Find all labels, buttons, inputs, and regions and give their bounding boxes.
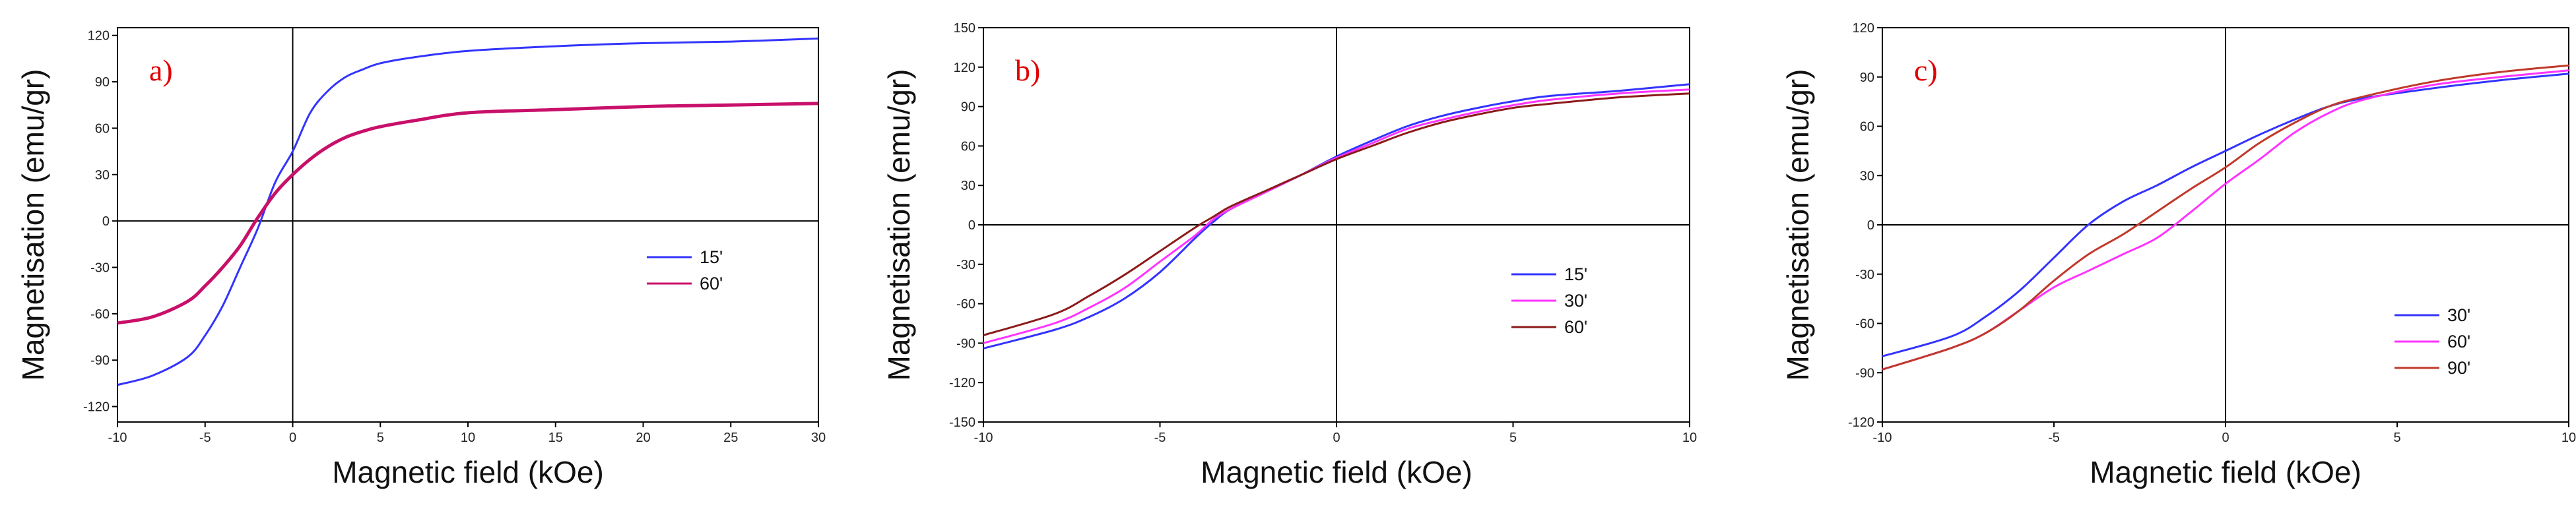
x-tick-label: -5: [2048, 431, 2060, 445]
panel-label: c): [1914, 53, 1938, 87]
legend-label: 90': [2447, 358, 2470, 378]
y-tick-label: 120: [954, 61, 975, 75]
legend-label: 60': [700, 274, 723, 293]
y-tick-label: -30: [90, 260, 110, 275]
y-tick-label: 150: [954, 21, 975, 36]
x-tick-label: 5: [1509, 431, 1517, 445]
chart-panel-a: -10 -5 0 5 10 15 20 25 30 -120 -90 -60 -30 0 30 60 90 120…: [16, 27, 826, 489]
x-tick-label: 30: [811, 431, 826, 445]
y-axis-title: Magnetisation (emu/gr): [16, 69, 50, 381]
x-axis-title: Magnetic field (kOe): [2090, 455, 2361, 489]
y-tick-label: 120: [88, 29, 110, 44]
chart-panel-c: -10 -5 0 5 10 -120 -90 -60 -30 0 30 60 90 120 Magnetic…: [1781, 21, 2576, 489]
legend-label: 15': [1564, 264, 1587, 284]
x-tick-label: 0: [289, 431, 296, 445]
series-line: [1882, 64, 2569, 371]
legend-label: 60': [2447, 332, 2470, 351]
y-tick-label: 90: [961, 100, 975, 115]
x-tick-label: 20: [636, 431, 650, 445]
x-tick-label: 5: [377, 431, 384, 445]
y-tick-label: 90: [95, 75, 110, 90]
y-tick-label: 0: [968, 218, 975, 233]
y-tick-label: 30: [95, 168, 110, 183]
y-tick-label: -90: [1855, 366, 1874, 380]
plot-frame: [117, 27, 819, 423]
y-tick-label: 30: [961, 179, 975, 193]
y-tick-label: 90: [1860, 71, 1874, 85]
y-axis-title: Magnetisation (emu/gr): [882, 69, 916, 381]
chart-panel-b: -10 -5 0 5 10 -150 -120 -90 -60 -30 0 30 60 90 120 150 M…: [882, 21, 1697, 489]
y-tick-label: -60: [956, 297, 975, 312]
x-tick-label: -5: [199, 431, 211, 445]
panel-label: a): [149, 53, 173, 87]
x-tick-label: -5: [1154, 431, 1166, 445]
y-tick-label: 0: [1867, 218, 1874, 233]
x-tick-label: 0: [2222, 431, 2229, 445]
y-tick-label: -60: [1855, 317, 1874, 332]
series-line: [117, 37, 819, 386]
x-tick-label: 10: [461, 431, 475, 445]
x-tick-label: 5: [2393, 431, 2400, 445]
x-tick-label: -10: [974, 431, 993, 445]
x-tick-label: 10: [2561, 431, 2576, 445]
y-tick-label: -30: [1855, 268, 1874, 282]
series-line: [983, 92, 1690, 336]
y-tick-label: -120: [83, 400, 110, 415]
y-axis-title: Magnetisation (emu/gr): [1781, 69, 1815, 381]
y-tick-label: -150: [949, 415, 975, 430]
series-line: [1882, 73, 2569, 357]
y-tick-label: -120: [1848, 415, 1874, 430]
x-tick-label: -10: [1873, 431, 1892, 445]
x-tick-label: 10: [1682, 431, 1697, 445]
y-tick-label: 60: [961, 139, 975, 154]
y-tick-label: 120: [1853, 21, 1874, 36]
x-tick-label: -10: [108, 431, 127, 445]
y-tick-label: -90: [90, 353, 110, 368]
x-axis-title: Magnetic field (kOe): [332, 455, 604, 489]
x-axis-title: Magnetic field (kOe): [1201, 455, 1472, 489]
y-tick-label: -30: [956, 258, 975, 272]
series-line: [117, 102, 819, 325]
x-tick-label: 15: [548, 431, 563, 445]
legend-label: 15': [700, 247, 723, 267]
y-tick-label: 60: [1860, 120, 1874, 135]
legend-label: 60': [1564, 317, 1587, 337]
x-tick-label: 25: [723, 431, 738, 445]
x-tick-label: 0: [1333, 431, 1340, 445]
y-tick-label: -90: [956, 336, 975, 351]
y-tick-label: -120: [949, 376, 975, 390]
y-tick-label: 60: [95, 121, 110, 136]
legend-label: 30': [2447, 305, 2470, 325]
y-tick-label: 0: [102, 214, 110, 229]
y-tick-label: 30: [1860, 169, 1874, 183]
legend-label: 30': [1564, 291, 1587, 311]
panel-label: b): [1015, 53, 1040, 87]
y-tick-label: -60: [90, 307, 110, 322]
